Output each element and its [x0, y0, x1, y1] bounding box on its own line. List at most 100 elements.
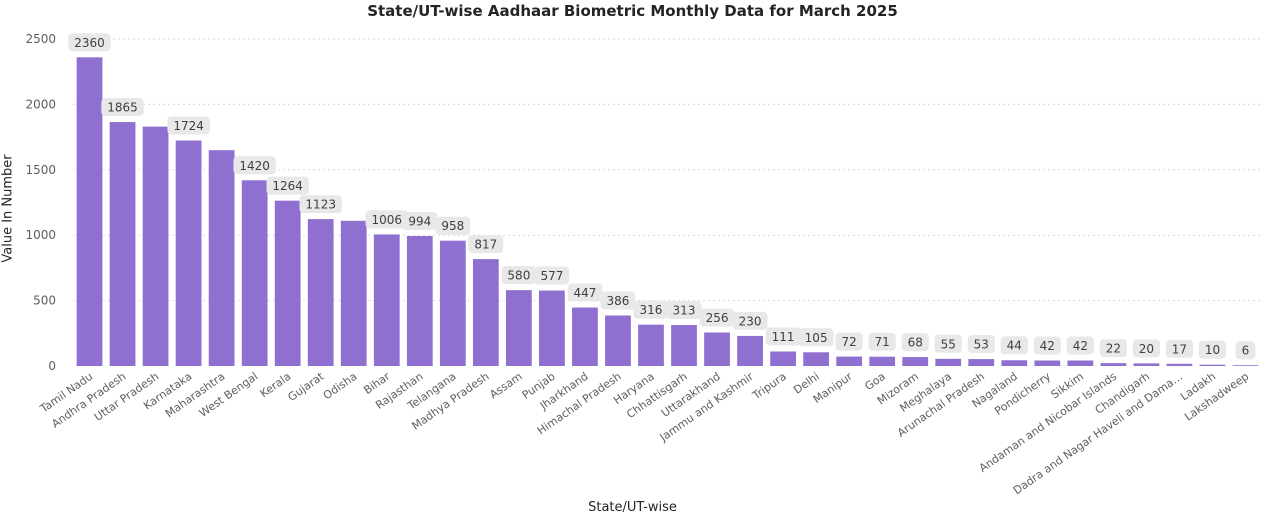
- bar[interactable]: [505, 290, 532, 366]
- data-label-text: 817: [474, 238, 497, 252]
- gridlines: [73, 38, 1262, 302]
- data-label-bg: [835, 332, 863, 351]
- bar[interactable]: [1100, 363, 1127, 366]
- data-label-text: 230: [739, 314, 762, 328]
- bar[interactable]: [373, 234, 400, 366]
- data-label-bg: [798, 328, 834, 347]
- bar[interactable]: [1166, 363, 1193, 366]
- y-tick-label: 0: [48, 359, 56, 373]
- data-label: 1420: [233, 156, 276, 175]
- x-axis-title: State/UT-wise: [588, 500, 677, 515]
- data-label-bg: [967, 335, 995, 354]
- data-label: 1006: [365, 210, 408, 229]
- bar[interactable]: [241, 180, 268, 366]
- bar[interactable]: [836, 356, 863, 366]
- bar[interactable]: [671, 325, 697, 366]
- data-label: 386: [600, 291, 636, 310]
- data-label: 71: [868, 332, 896, 351]
- data-label-bg: [68, 33, 111, 52]
- bar[interactable]: [605, 315, 631, 366]
- data-label: 72: [835, 332, 863, 351]
- data-label-text: 72: [842, 335, 857, 349]
- bar[interactable]: [935, 358, 962, 366]
- bar[interactable]: [638, 324, 664, 366]
- data-label: 447: [567, 283, 603, 302]
- data-label: 10: [1198, 340, 1227, 359]
- bar[interactable]: [737, 335, 763, 366]
- bar[interactable]: [406, 235, 433, 366]
- data-label-text: 71: [875, 335, 890, 349]
- bar[interactable]: [869, 356, 896, 366]
- bar[interactable]: [770, 351, 796, 366]
- data-label: 817: [468, 235, 504, 254]
- data-label-text: 1264: [272, 179, 303, 193]
- bar[interactable]: [539, 290, 565, 366]
- data-label: 313: [666, 301, 702, 320]
- data-label-bg: [435, 216, 471, 235]
- bar[interactable]: [274, 200, 301, 366]
- bar[interactable]: [1133, 363, 1160, 366]
- data-label-bg: [501, 266, 537, 285]
- bar[interactable]: [1067, 360, 1094, 366]
- data-label: 55: [934, 334, 962, 353]
- y-tick-label: 1500: [25, 163, 56, 177]
- data-label-text: 42: [1040, 339, 1055, 353]
- data-label: 994: [402, 211, 438, 230]
- data-label: 68: [901, 333, 929, 352]
- data-label-text: 1420: [239, 159, 270, 173]
- bar[interactable]: [109, 122, 136, 366]
- bar[interactable]: [175, 140, 202, 366]
- data-label: 20: [1132, 339, 1161, 358]
- bar[interactable]: [902, 357, 929, 366]
- data-label-text: 577: [540, 269, 563, 283]
- data-label-bg: [233, 156, 276, 175]
- data-label-bg: [1066, 336, 1094, 355]
- data-label-text: 256: [706, 311, 729, 325]
- bar[interactable]: [472, 259, 499, 366]
- data-label-bg: [402, 211, 438, 230]
- data-label: 580: [501, 266, 537, 285]
- data-label-bg: [633, 300, 669, 319]
- chart-title: State/UT-wise Aadhaar Biometric Monthly …: [367, 2, 898, 20]
- bar[interactable]: [572, 307, 598, 366]
- bar[interactable]: [208, 150, 235, 366]
- data-label-text: 105: [805, 331, 828, 345]
- data-label-bg: [1165, 339, 1194, 358]
- data-label-text: 447: [573, 286, 596, 300]
- bar[interactable]: [1199, 364, 1226, 366]
- data-label-bg: [600, 291, 636, 310]
- bar[interactable]: [142, 126, 169, 366]
- data-label: 316: [633, 300, 669, 319]
- data-label-text: 994: [408, 214, 431, 228]
- data-label-bg: [468, 235, 504, 254]
- data-label-text: 10: [1205, 343, 1220, 357]
- bar[interactable]: [803, 352, 830, 366]
- bar[interactable]: [968, 359, 995, 366]
- data-label: 6: [1235, 341, 1256, 360]
- y-tick-label: 1000: [25, 228, 56, 242]
- data-label-text: 20: [1139, 342, 1154, 356]
- bar[interactable]: [1034, 360, 1061, 366]
- y-axis-ticks: 0 500 1000 1500 2000 2500: [25, 32, 56, 373]
- data-label: 1724: [167, 116, 210, 135]
- data-label-bg: [1235, 341, 1256, 360]
- data-label-text: 313: [673, 304, 696, 318]
- bar[interactable]: [704, 332, 730, 366]
- bar[interactable]: [76, 57, 103, 366]
- bar[interactable]: [340, 220, 367, 366]
- data-label: 1123: [299, 195, 342, 214]
- data-label-bg: [1099, 339, 1127, 358]
- data-label: 53: [967, 335, 995, 354]
- data-label-text: 580: [507, 269, 530, 283]
- data-label-text: 1865: [107, 101, 138, 115]
- bar[interactable]: [1001, 360, 1028, 366]
- bar[interactable]: [1232, 365, 1259, 366]
- bar[interactable]: [439, 240, 466, 366]
- bar[interactable]: [307, 219, 334, 366]
- data-label-text: 68: [908, 336, 923, 350]
- data-label-text: 53: [974, 338, 989, 352]
- data-label-bg: [666, 301, 702, 320]
- y-tick-label: 2000: [25, 97, 56, 111]
